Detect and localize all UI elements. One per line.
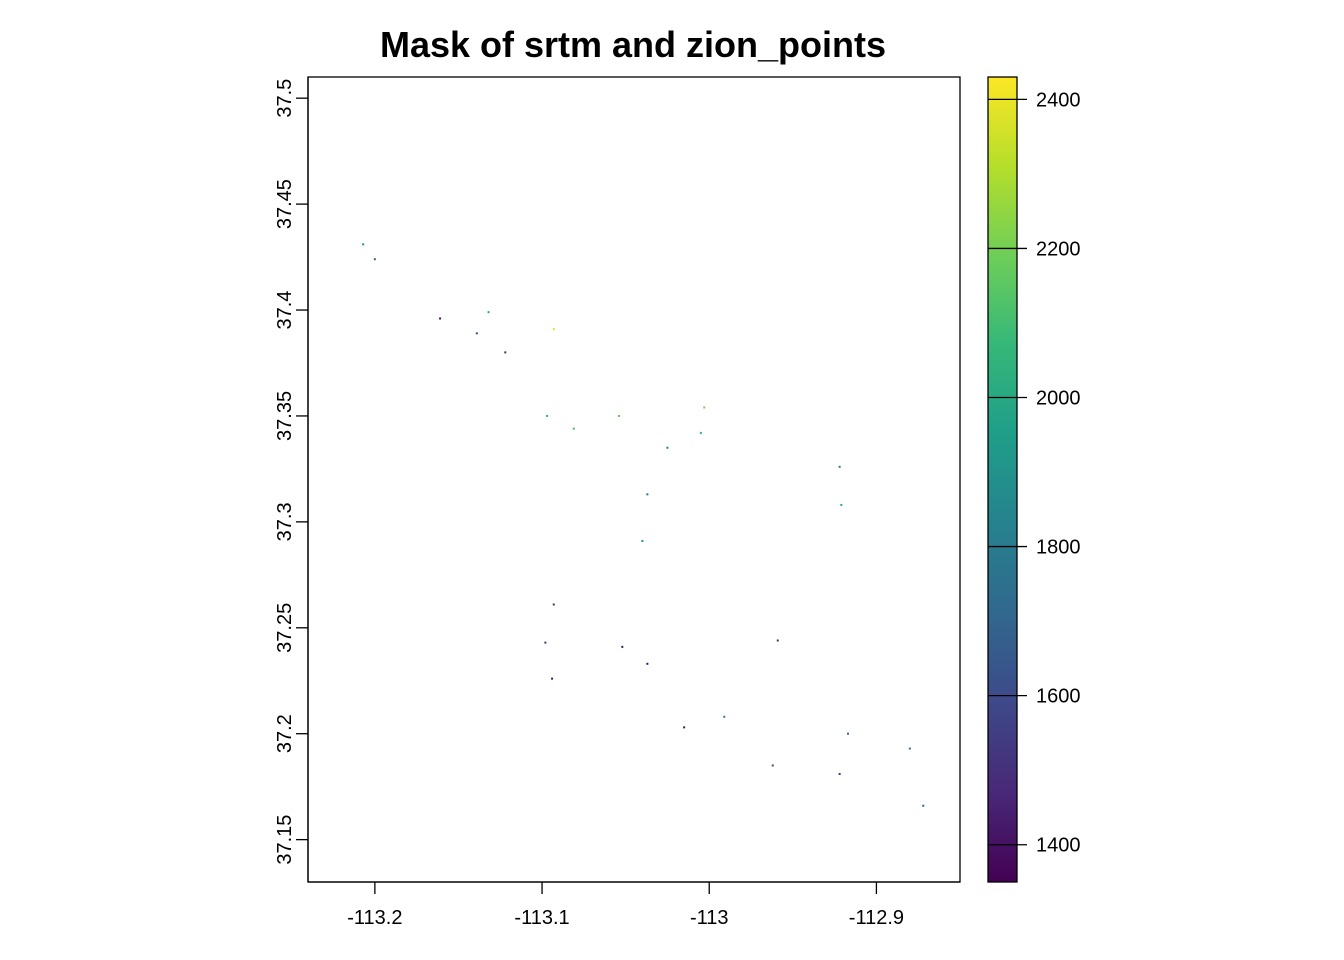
raster-cell [838, 772, 841, 775]
raster-cell [487, 311, 490, 314]
colorbar-tick-label: 1800 [1036, 537, 1081, 559]
raster-cell [846, 732, 849, 735]
raster-cell [703, 406, 706, 409]
raster-cell [362, 243, 365, 246]
raster-cell [621, 645, 624, 648]
raster-cell [908, 747, 911, 750]
raster-cell [646, 493, 649, 496]
raster-cell [838, 465, 841, 468]
raster-cell [646, 662, 649, 665]
raster-cell [544, 641, 547, 644]
colorbar-tick-label: 2200 [1036, 238, 1081, 260]
raster-cell [504, 351, 507, 354]
y-tick-label: 37.4 [274, 291, 296, 330]
raster-cell [552, 603, 555, 606]
raster-cell [572, 427, 575, 430]
colorbar-ticks: 1400 1600 1800 2000 2200 2400 [988, 89, 1081, 857]
y-axis: 37.15 37.2 37.25 37.3 37.35 37.4 37.45 37.5 [274, 77, 309, 882]
raster-cell [546, 414, 549, 417]
colorbar-tick-label: 1400 [1036, 835, 1081, 857]
raster-cells [362, 243, 925, 807]
raster-cell [840, 503, 843, 506]
raster-cell [552, 328, 555, 331]
colorbar-tick-label: 2000 [1036, 388, 1081, 410]
y-tick-label: 37.15 [274, 815, 296, 865]
chart-title: Mask of srtm and zion_points [380, 24, 886, 65]
x-tick-label: -113 [690, 907, 729, 929]
raster-cell [617, 414, 620, 417]
y-tick-label: 37.5 [274, 79, 296, 118]
raster-cell [475, 332, 478, 335]
raster-cell [699, 431, 702, 434]
raster-cell [439, 317, 442, 320]
x-tick-label: -112.9 [849, 907, 904, 929]
raster-cell [641, 539, 644, 542]
x-tick-label: -113.1 [514, 907, 569, 929]
y-tick-label: 37.45 [274, 179, 296, 229]
colorbar-tick-label: 1600 [1036, 686, 1081, 708]
raster-cell [922, 804, 925, 807]
y-tick-label: 37.25 [274, 603, 296, 653]
raster-cell [373, 258, 376, 261]
y-tick-label: 37.2 [274, 714, 296, 753]
x-tick-label: -113.2 [347, 907, 402, 929]
y-tick-label: 37.3 [274, 502, 296, 541]
raster-cell [771, 764, 774, 767]
raster-cell [723, 715, 726, 718]
x-axis: -113.2 -113.1 -113 -112.9 [308, 881, 960, 929]
plot-frame [307, 76, 961, 883]
colorbar-gradient [987, 76, 1018, 883]
raster-cell [551, 677, 554, 680]
y-tick-label: 37.35 [274, 391, 296, 441]
colorbar-tick-label: 2400 [1036, 89, 1081, 111]
raster-cell [683, 726, 686, 729]
color-legend: 1400 1600 1800 2000 2200 2400 [987, 76, 1081, 883]
raster-cell [776, 639, 779, 642]
raster-cell [666, 446, 669, 449]
